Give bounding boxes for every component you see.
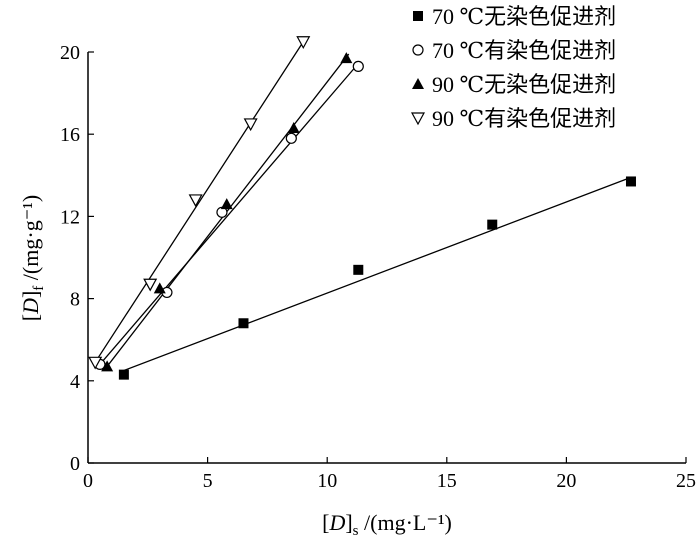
data-point-series-4	[243, 118, 258, 132]
legend-label-4: 90 ℃有染色促进剂	[432, 106, 616, 131]
fit-line-series-2	[99, 65, 357, 365]
data-points	[88, 36, 636, 380]
legend-label-3: 90 ℃无染色促进剂	[432, 72, 616, 97]
fit-line-series-3	[106, 53, 350, 367]
legend-marker-2	[412, 44, 424, 56]
data-point-series-1	[625, 176, 636, 187]
data-point-series-4	[143, 278, 158, 292]
data-point-series-3	[101, 360, 114, 372]
data-point-series-4	[188, 194, 203, 208]
y-axis-title: [D]f /(mg·g⁻¹)	[18, 195, 47, 321]
y-tick-label: 4	[70, 371, 80, 393]
data-point-series-3	[340, 52, 353, 64]
y-tick-label: 0	[70, 453, 80, 475]
x-axis-title: [D]s /(mg·L⁻¹)	[322, 510, 452, 539]
legend-marker-4	[410, 112, 426, 126]
data-point-series-3	[220, 198, 233, 210]
data-point-series-3	[287, 122, 300, 134]
data-point-series-1	[118, 369, 129, 380]
legend: 70 ℃无染色促进剂 70 ℃有染色促进剂 90 ℃无染色促进剂 90 ℃有染色促进剂	[410, 4, 616, 131]
x-tick-label: 0	[83, 470, 93, 492]
x-axis-title-text: [D]s /(mg·L⁻¹)	[322, 510, 452, 539]
y-tick-label: 20	[60, 42, 80, 64]
data-point-series-3	[153, 282, 166, 294]
fit-line-series-1	[123, 176, 632, 372]
fit-line-series-4	[94, 41, 304, 363]
data-point-series-1	[238, 318, 249, 329]
axes: 0 5 10 15 20 25 0 4 8 12 16 20	[60, 42, 696, 492]
y-tick-label: 8	[70, 289, 80, 311]
legend-label-2: 70 ℃有染色促进剂	[432, 38, 616, 63]
y-axis-title-text: [D]f /(mg·g⁻¹)	[18, 195, 47, 321]
data-point-series-2	[285, 132, 297, 144]
data-point-series-2	[352, 60, 364, 72]
x-tick-label: 20	[556, 470, 576, 492]
x-tick-label: 5	[203, 470, 213, 492]
legend-marker-3	[412, 78, 424, 89]
y-tick-label: 16	[60, 124, 80, 146]
x-tick-label: 25	[676, 470, 696, 492]
data-point-series-4	[296, 36, 311, 49]
x-tick-label: 15	[437, 470, 457, 492]
legend-marker-1	[413, 11, 423, 21]
data-point-series-1	[353, 264, 364, 275]
data-point-series-1	[487, 219, 498, 230]
fit-lines	[94, 41, 632, 372]
data-point-series-4	[88, 356, 103, 370]
legend-label-1: 70 ℃无染色促进剂	[432, 4, 616, 29]
x-tick-label: 10	[317, 470, 337, 492]
y-tick-label: 12	[60, 206, 80, 228]
